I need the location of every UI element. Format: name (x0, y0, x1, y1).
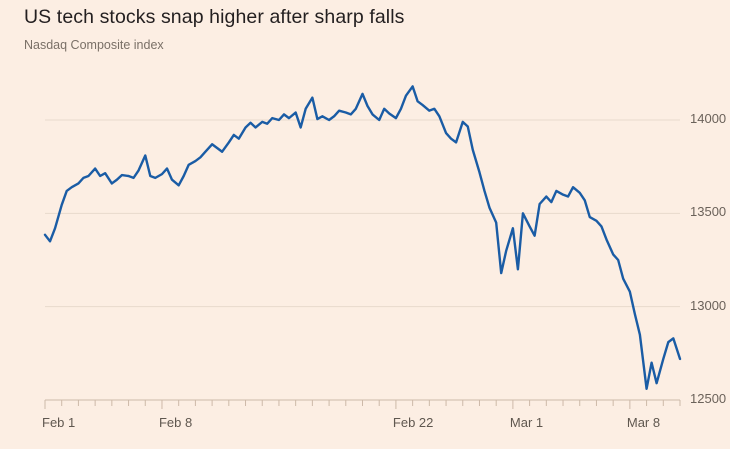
x-axis-tick-label: Feb 1 (42, 415, 76, 430)
gridlines (45, 119, 680, 401)
x-axis-tick-label: Mar 8 (626, 415, 661, 430)
data-series-line (43, 85, 682, 390)
chart-subtitle: Nasdaq Composite index (24, 38, 164, 52)
y-axis-tick-label: 12500 (690, 391, 727, 406)
y-axis-tick-label: 13000 (690, 297, 727, 313)
x-axis-ticks (44, 400, 681, 409)
y-axis-tick-label: 14000 (690, 111, 727, 126)
chart-title: US tech stocks snap higher after sharp f… (24, 6, 405, 28)
x-axis-tick-label: Feb 22 (392, 415, 434, 430)
x-axis-tick-label: Mar 1 (509, 415, 544, 430)
y-axis-tick-label: 13500 (690, 204, 727, 220)
x-axis-tick-label: Feb 8 (158, 415, 193, 430)
